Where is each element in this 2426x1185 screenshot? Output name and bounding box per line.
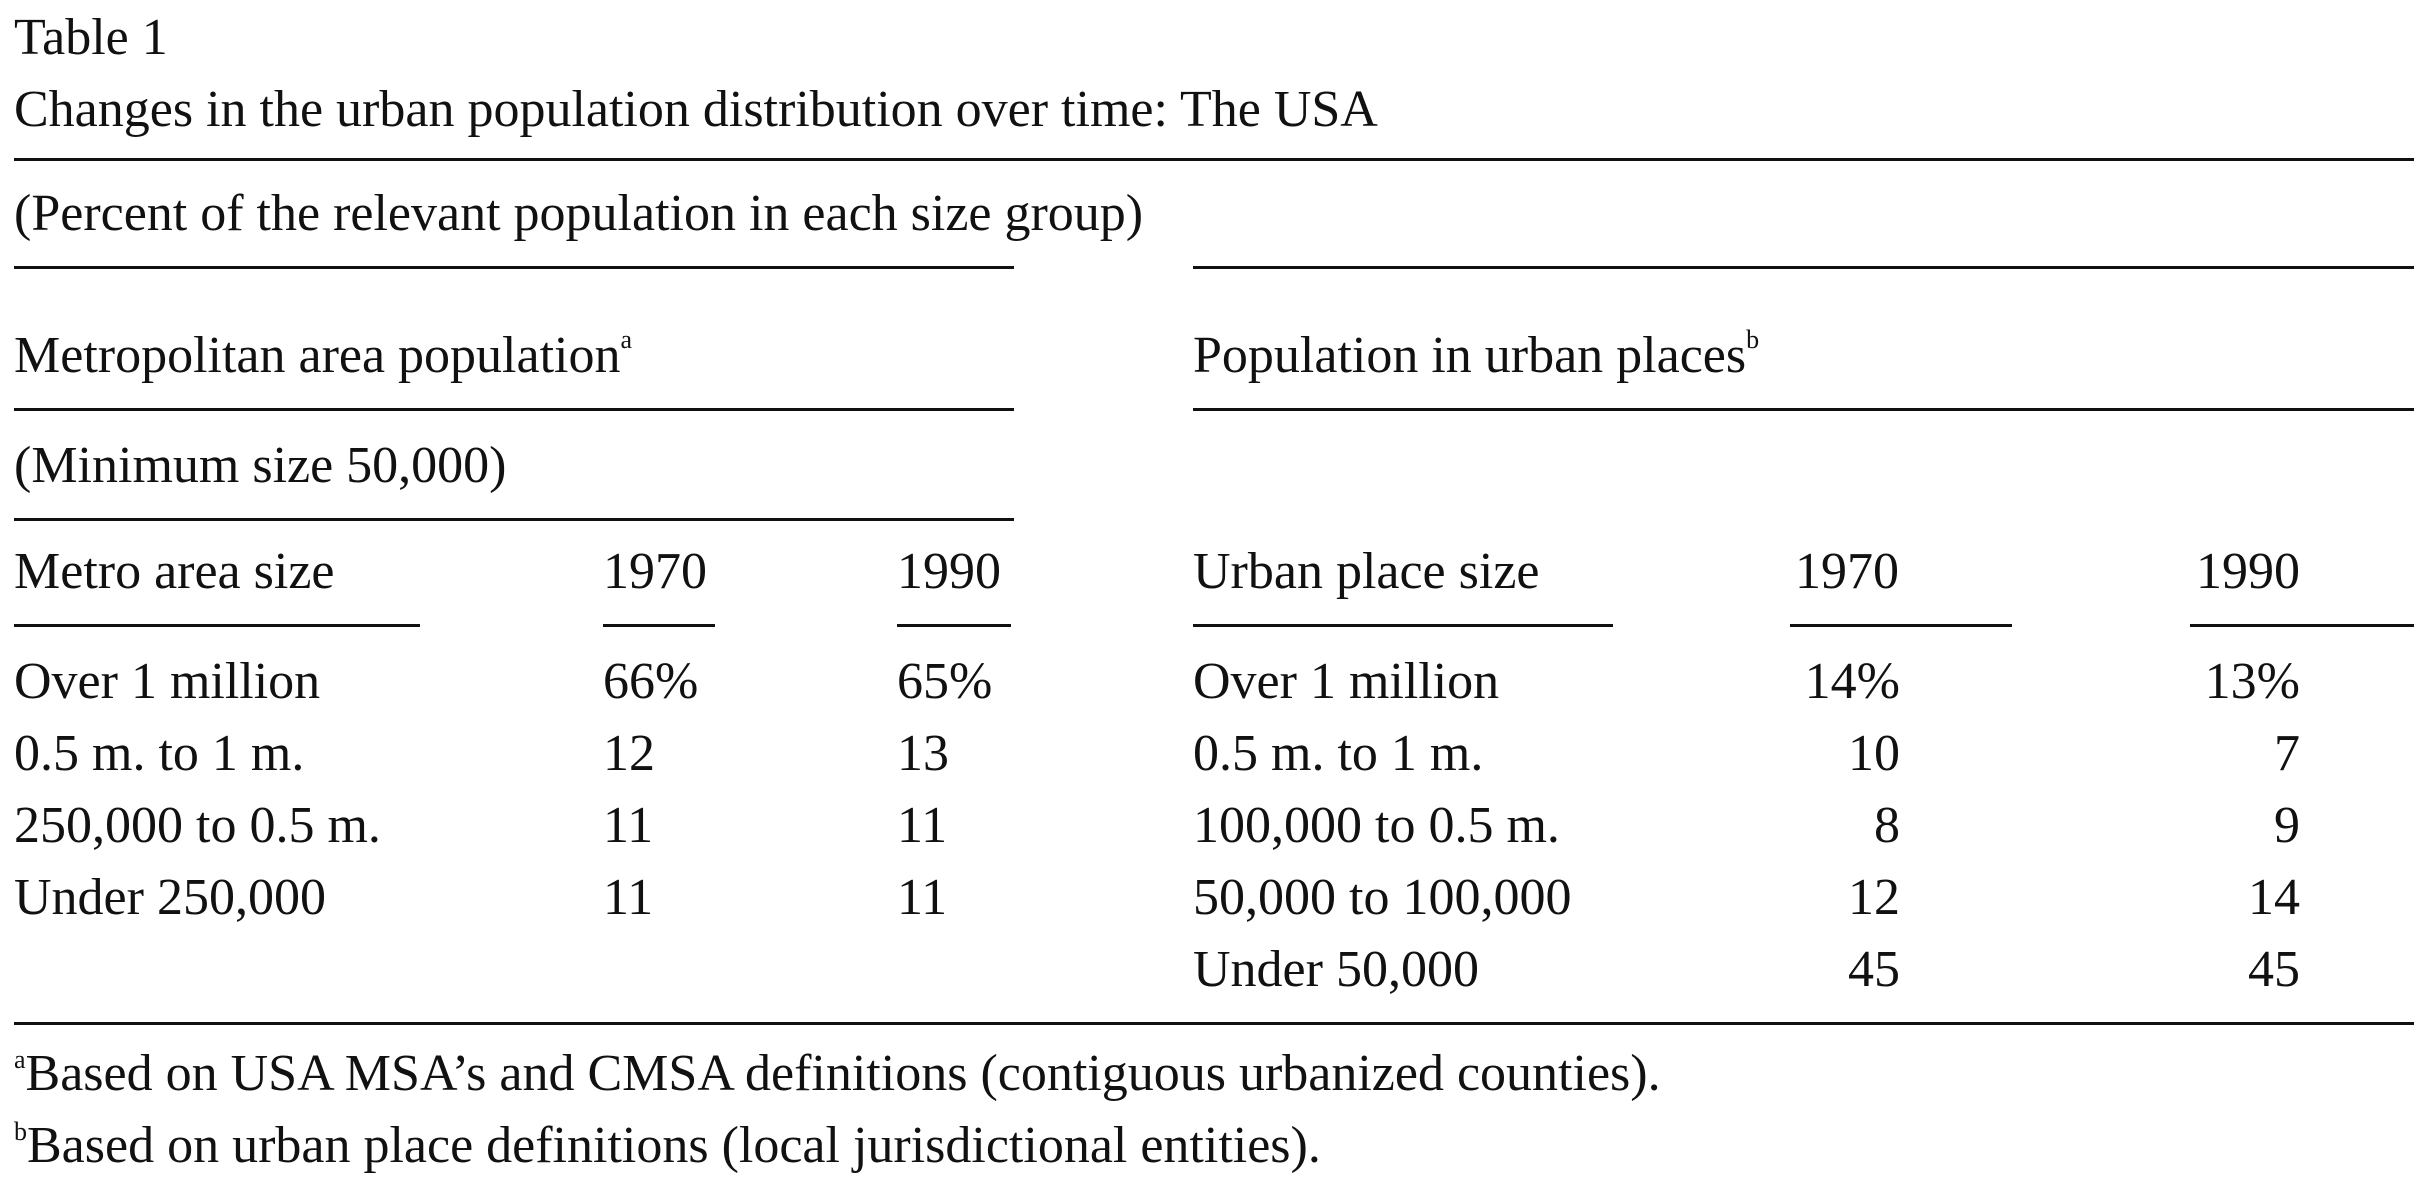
rule-under-left-heading xyxy=(14,408,1014,411)
left-row-1970: 11 xyxy=(603,797,654,854)
column-header-right-1990: 1990 xyxy=(2196,543,2300,600)
right-row-size: 100,000 to 0.5 m. xyxy=(1193,797,1560,854)
footnote-marker-b: b xyxy=(1746,325,1760,354)
table-label: Table 1 xyxy=(14,9,168,66)
left-subheading: (Minimum size 50,000) xyxy=(14,437,507,494)
right-row-size: Over 1 million xyxy=(1193,653,1500,710)
table-title: Changes in the urban population distribu… xyxy=(14,81,1378,138)
left-row-1990: 11 xyxy=(897,797,948,854)
right-row-1970: 45 xyxy=(1848,941,1900,998)
right-row-size: Under 50,000 xyxy=(1193,941,1479,998)
left-row-1970: 66% xyxy=(603,653,699,710)
right-row-1990: 7 xyxy=(2274,725,2300,782)
rule-under-right-1970-header xyxy=(1790,624,2012,627)
right-row-1990: 45 xyxy=(2248,941,2300,998)
rule-under-subtitle-left xyxy=(14,266,1014,269)
left-row-size: 0.5 m. to 1 m. xyxy=(14,725,305,782)
column-header-right-1970: 1970 xyxy=(1795,543,1899,600)
left-row-1990: 65% xyxy=(897,653,993,710)
rule-under-subtitle-right xyxy=(1193,266,2414,269)
footnote-marker-a: a xyxy=(620,325,633,354)
rule-under-left-subheading xyxy=(14,518,1014,521)
column-header-metro-size: Metro area size xyxy=(14,543,335,600)
rule-under-left-1990-header xyxy=(897,624,1011,627)
right-row-1970: 8 xyxy=(1874,797,1900,854)
right-row-size: 0.5 m. to 1 m. xyxy=(1193,725,1484,782)
left-row-1970: 12 xyxy=(603,725,655,782)
right-row-1990: 9 xyxy=(2274,797,2300,854)
left-row-1990: 11 xyxy=(897,869,948,926)
right-row-1970: 10 xyxy=(1848,725,1900,782)
left-row-size: Under 250,000 xyxy=(14,869,326,926)
footnote-b-mark: b xyxy=(14,1117,27,1146)
left-row-1990: 13 xyxy=(897,725,949,782)
column-header-left-1970: 1970 xyxy=(603,543,707,600)
right-group-heading: Population in urban placesb xyxy=(1193,325,1760,384)
left-row-size: 250,000 to 0.5 m. xyxy=(14,797,381,854)
right-row-size: 50,000 to 100,000 xyxy=(1193,869,1572,926)
footnote-b: bBased on urban place definitions (local… xyxy=(14,1117,1321,1174)
footnote-b-text: Based on urban place definitions (local … xyxy=(27,1117,1321,1174)
left-row-size: Over 1 million xyxy=(14,653,321,710)
right-row-1990: 13% xyxy=(2204,653,2300,710)
rule-under-left-1970-header xyxy=(603,624,715,627)
column-header-urban-size: Urban place size xyxy=(1193,543,1540,600)
table-subtitle: (Percent of the relevant population in e… xyxy=(14,185,1144,242)
right-row-1970: 12 xyxy=(1848,869,1900,926)
right-row-1990: 14 xyxy=(2248,869,2300,926)
footnote-a-text: Based on USA MSA’s and CMSA definitions … xyxy=(25,1045,1661,1102)
left-row-1970: 11 xyxy=(603,869,654,926)
footnote-a-mark: a xyxy=(14,1045,26,1074)
right-row-1970: 14% xyxy=(1804,653,1900,710)
column-header-left-1990: 1990 xyxy=(897,543,1001,600)
rule-under-right-heading xyxy=(1193,408,2414,411)
left-group-heading: Metropolitan area populationa xyxy=(14,325,633,384)
rule-under-urban-size-header xyxy=(1193,624,1613,627)
rule-under-right-1990-header xyxy=(2190,624,2414,627)
rule-under-metro-size-header xyxy=(14,624,420,627)
rule-under-title xyxy=(14,158,2414,161)
rule-above-footnotes xyxy=(14,1022,2414,1025)
footnote-a: aBased on USA MSA’s and CMSA definitions… xyxy=(14,1045,1661,1102)
